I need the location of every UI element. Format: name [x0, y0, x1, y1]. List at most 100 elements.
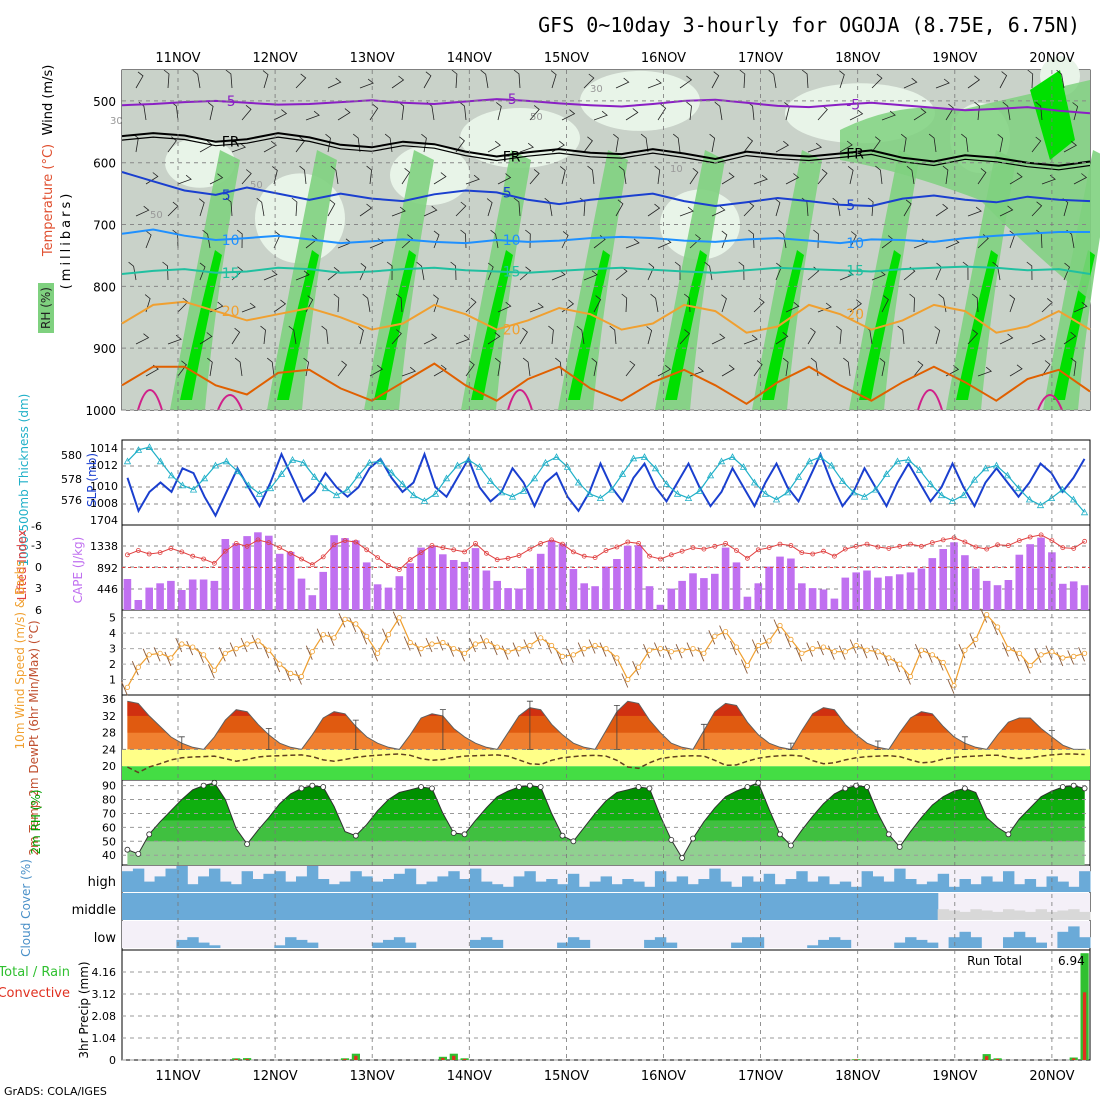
cloud-cell-middle: [274, 893, 286, 920]
wind-barb: [325, 133, 331, 153]
cloud-cell-high: [241, 871, 253, 892]
temp-minmax-bar: [526, 700, 533, 750]
cape-bar: [1026, 544, 1034, 610]
cloud-cell-low: [480, 937, 493, 948]
wind-point: [429, 641, 435, 647]
li-point: [299, 556, 304, 562]
wind-barb: [177, 174, 192, 185]
thickness-point: [387, 468, 396, 476]
cape-bar: [243, 536, 251, 610]
wind-barb: [1009, 172, 1023, 185]
thickness-point: [178, 481, 187, 489]
temp-contour-label: -5: [846, 98, 860, 114]
cloud-cell-low: [187, 937, 199, 948]
wind-barb: [391, 206, 406, 217]
cloud-cell-middle: [948, 910, 960, 920]
wind-barb: [513, 197, 521, 217]
wind-barb: [743, 201, 755, 217]
wind-barb: [906, 165, 915, 185]
wind-barb: [487, 262, 494, 281]
cloud-cell-high: [611, 884, 623, 892]
wind-barb: [672, 133, 681, 153]
wind-barb: [497, 173, 512, 185]
rh-point: [646, 785, 653, 792]
temp-band-mild: [122, 749, 1090, 767]
wind-barb: [1009, 294, 1016, 313]
cloud-cell-middle: [1057, 910, 1069, 920]
cape-bar: [428, 546, 436, 610]
wind-point: [766, 638, 772, 644]
thickness-point: [959, 491, 968, 499]
wind-barb: [225, 69, 233, 89]
wind-barb: [359, 203, 373, 217]
wind-barb: [225, 197, 233, 217]
wind-barb: [369, 103, 379, 121]
wind-barb: [234, 357, 243, 377]
thickness-point: [541, 458, 550, 466]
wind-barb: [738, 261, 745, 281]
li-point: [418, 550, 424, 555]
thickness-point: [1025, 495, 1034, 503]
cloud-cell-middle: [513, 893, 525, 920]
li-point: [288, 550, 294, 556]
temperature-legend-label: Temperature (°C): [41, 144, 56, 257]
wind-barb: [646, 326, 653, 345]
wind-point: [1049, 649, 1055, 655]
cloud-cell-high: [274, 871, 286, 892]
thickness-point: [167, 471, 176, 479]
wind-point: [940, 659, 946, 666]
wind-point: [385, 632, 392, 638]
cloud-cell-middle: [426, 893, 438, 920]
wind-barb: [236, 229, 243, 249]
precip-convective-bar: [245, 1058, 249, 1060]
thickness-point: [497, 488, 506, 496]
wind-tick-label: 3: [109, 643, 116, 656]
wind-barb: [337, 360, 348, 377]
slp-tick-label: 1012: [90, 459, 118, 472]
wind-barb: [1072, 102, 1079, 121]
thickness-point: [618, 470, 627, 477]
wind-barb: [490, 229, 499, 249]
panel-frame-wind: [121, 609, 1091, 696]
temp-contour-label: FR: [846, 147, 864, 163]
cape-bar: [754, 583, 763, 610]
cloud-cell-high: [317, 879, 330, 892]
li-point: [745, 555, 750, 561]
cloud-cell-middle: [230, 893, 243, 920]
cape-bar: [1080, 585, 1089, 610]
rh-point: [896, 844, 903, 850]
cloud-cell-high: [230, 884, 243, 892]
wind-barb: [967, 75, 981, 89]
cloud-cell-middle: [763, 893, 776, 920]
wind-barb: [358, 326, 364, 345]
rh-contour-label: 10: [670, 164, 683, 175]
thickness-point: [607, 485, 616, 493]
rh2m-axis-label: 2m RH (%): [29, 789, 43, 854]
temp-contour-label: 10: [222, 233, 240, 249]
cape-bar: [417, 547, 425, 610]
wind-barb: [522, 357, 531, 377]
li-point: [788, 543, 794, 548]
wind-tick-label: 2: [109, 658, 116, 671]
li-axis-label: Lifted Index: [15, 530, 29, 601]
rh-point: [244, 841, 251, 847]
cloud-cell-high: [361, 876, 373, 892]
thickness-point: [750, 478, 759, 486]
temp-minmax-bar: [613, 705, 620, 750]
li-point: [658, 556, 663, 562]
thickness-point: [288, 455, 297, 463]
temp-contour-label: 20: [503, 323, 521, 339]
wind-barb: [711, 333, 726, 345]
cape-bar: [678, 580, 686, 610]
day-label-bottom: 15NOV: [544, 1069, 589, 1084]
run-total-label: Run Total: [967, 954, 1022, 968]
cloud-cell-high: [122, 871, 134, 892]
wind-barb: [1041, 360, 1051, 377]
rh-point: [864, 784, 870, 790]
wind-barb: [881, 110, 896, 121]
rh-saturated-band: [180, 250, 222, 400]
wind-point: [287, 670, 294, 677]
dewpoint-line: [127, 753, 1085, 774]
wind-barb: [971, 293, 979, 313]
cloud-cell-low: [285, 937, 297, 948]
